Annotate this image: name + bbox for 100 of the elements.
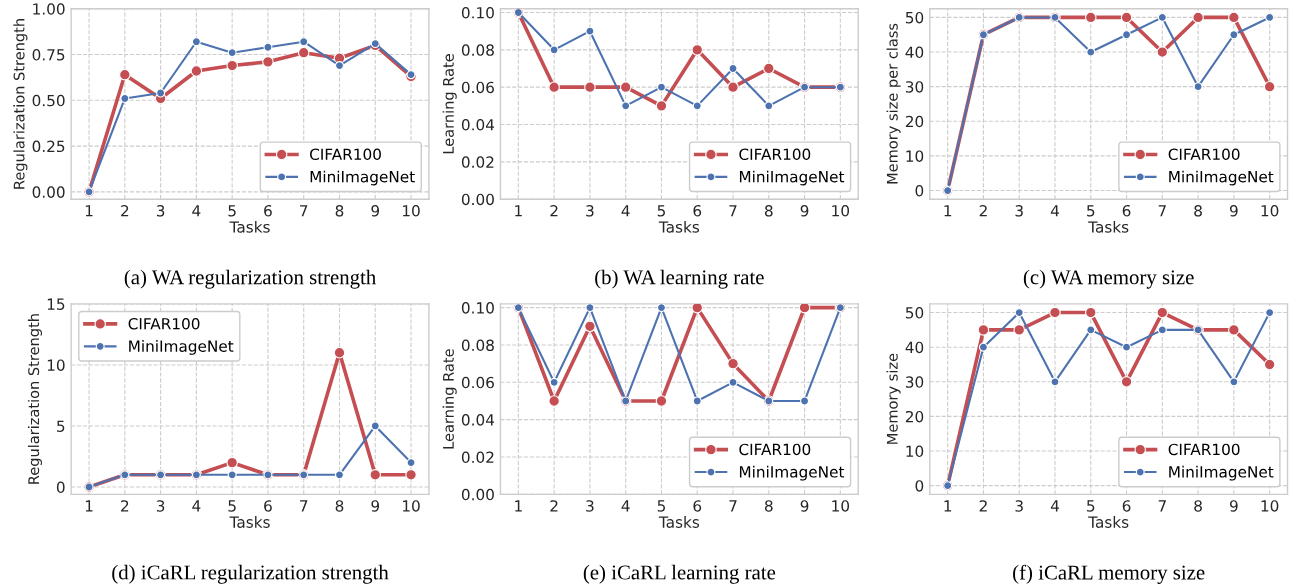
- x-tick-label: 2: [121, 500, 129, 512]
- point: [119, 68, 131, 81]
- x-tick-label: 4: [1050, 205, 1059, 217]
- y-tick-label: 0: [56, 481, 65, 494]
- y-tick-label: 0.04: [461, 118, 495, 131]
- legend-label: CIFAR100: [1168, 443, 1240, 456]
- point: [763, 62, 775, 75]
- text: (d) iCaRL regularization strength: [112, 564, 389, 584]
- point: [1156, 306, 1169, 319]
- point: [692, 101, 702, 111]
- point: [691, 44, 704, 56]
- point: [727, 357, 739, 370]
- x-tick-label: 6: [264, 205, 272, 217]
- point: [619, 81, 632, 93]
- x-tick-label: 1: [944, 500, 952, 512]
- x-tick-label: 6: [693, 205, 702, 217]
- y-tick-label: 0.10: [461, 302, 494, 314]
- x-tick-label: 5: [1087, 500, 1095, 512]
- x-tick-label: 10: [1261, 205, 1279, 217]
- x-tick-label: 3: [156, 205, 165, 217]
- point: [1192, 11, 1204, 24]
- y-tick-label: 0.50: [32, 94, 65, 107]
- y-tick-label: 0.00: [461, 488, 494, 501]
- y-tick-label: 0.25: [32, 140, 65, 153]
- x-tick-label: 4: [621, 500, 630, 512]
- legend-label: MiniImageNet: [1169, 465, 1274, 481]
- legend-label: MiniImageNet: [1169, 170, 1274, 186]
- x-tick-label: 3: [586, 205, 594, 217]
- point: [1120, 11, 1133, 24]
- y-tick-label: 20: [905, 410, 924, 423]
- y-tick-label: 0.06: [461, 376, 494, 389]
- x-tick-label: 3: [1015, 205, 1023, 217]
- text: (c) WA memory size: [1023, 269, 1194, 289]
- point: [1193, 82, 1203, 92]
- y-tick-label: 0.00: [32, 186, 65, 198]
- y-tick-label: 20: [905, 115, 924, 128]
- x-tick-label: 2: [979, 205, 987, 217]
- point: [978, 342, 988, 352]
- x-tick-label: 7: [1158, 500, 1166, 512]
- y-tick-label: 15: [47, 298, 65, 310]
- point: [1085, 306, 1097, 319]
- x-tick-label: 3: [156, 500, 165, 512]
- x-tick-label: 10: [832, 500, 850, 512]
- point: [405, 469, 417, 481]
- x-tick-label: 8: [335, 500, 344, 512]
- x-tick-label: 7: [729, 500, 737, 512]
- point: [691, 303, 704, 314]
- y-axis-title: Learning Rate: [442, 349, 457, 449]
- x-tick-label: 5: [1087, 205, 1095, 217]
- point: [1086, 47, 1096, 57]
- point: [1263, 358, 1276, 371]
- x-tick-label: 9: [371, 205, 380, 217]
- point: [727, 81, 739, 93]
- y-tick-label: 5: [57, 420, 65, 432]
- x-tick-label: 7: [729, 205, 737, 217]
- x-tick-label: 5: [657, 205, 665, 217]
- point: [156, 88, 166, 98]
- point: [1263, 80, 1276, 93]
- point: [800, 396, 810, 406]
- point: [1229, 377, 1239, 387]
- y-tick-label: 0.06: [461, 81, 494, 94]
- point: [764, 101, 774, 111]
- y-tick-label: 10: [47, 359, 65, 371]
- point: [1156, 46, 1169, 58]
- point: [227, 470, 237, 480]
- x-tick-label: 10: [1261, 500, 1279, 512]
- x-tick-label: 4: [192, 500, 201, 512]
- x-tick-label: 8: [1194, 205, 1202, 217]
- x-tick-label: 1: [944, 205, 952, 217]
- y-tick-label: 40: [905, 341, 924, 354]
- point: [1014, 308, 1024, 318]
- y-tick-label: 0.08: [461, 44, 494, 56]
- point: [1229, 30, 1239, 40]
- y-tick-label: 0.08: [461, 339, 494, 351]
- x-tick-label: 8: [764, 500, 773, 512]
- point: [548, 395, 560, 407]
- y-tick-label: 0.10: [461, 6, 494, 19]
- y-tick-label: 30: [905, 376, 924, 388]
- x-tick-label: 3: [1015, 500, 1023, 512]
- point: [584, 81, 596, 93]
- point: [262, 56, 274, 68]
- point: [333, 346, 346, 359]
- y-axis-title: Regularization Strength: [13, 19, 28, 189]
- x-tick-label: 3: [586, 500, 594, 512]
- point: [1050, 377, 1060, 387]
- x-tick-label: 2: [979, 500, 987, 512]
- y-tick-label: 10: [906, 445, 924, 458]
- point: [1157, 325, 1167, 335]
- x-tick-label: 5: [228, 500, 236, 512]
- point: [263, 42, 273, 52]
- x-tick-label: 9: [800, 205, 809, 217]
- point: [406, 458, 416, 468]
- x-tick-label: 8: [1194, 500, 1202, 512]
- legend-label: CIFAR100: [1168, 148, 1240, 161]
- text: (a) WA regularization strength: [124, 269, 376, 289]
- point: [655, 100, 668, 112]
- x-tick-label: 2: [550, 205, 558, 217]
- x-tick-label: 1: [515, 500, 522, 512]
- x-tick-label: 9: [1229, 500, 1238, 512]
- x-tick-label: 7: [300, 205, 308, 217]
